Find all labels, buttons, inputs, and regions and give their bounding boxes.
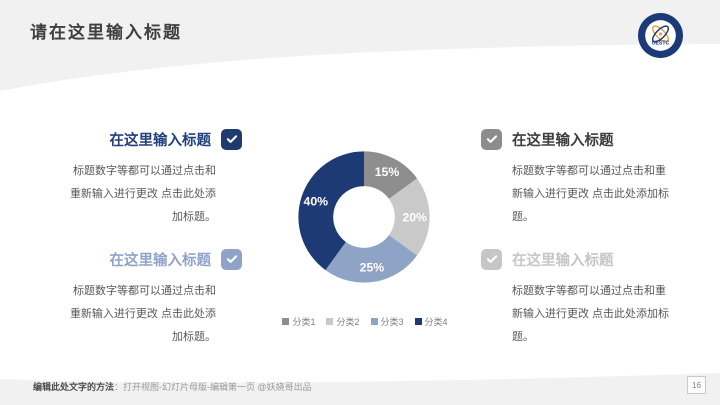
- placeholder-block-bottom-left[interactable]: 在这里输入标题 标题数字等都可以通过点击和重新输入进行更改 点击此处添加标题。: [40, 247, 242, 360]
- footer-note-label: 编辑此处文字的方法: [33, 382, 115, 392]
- chart-legend: 分类1 分类2 分类3 分类4: [266, 315, 464, 328]
- donut-chart[interactable]: 15% 20% 25% 40%: [282, 135, 446, 299]
- block-heading: 在这里输入标题: [109, 132, 212, 149]
- placeholder-block-top-right[interactable]: 在这里输入标题 标题数字等都可以通过点击和重新输入进行更改 点击此处添加标题。: [481, 127, 693, 240]
- block-body: 标题数字等都可以通过点击和重新输入进行更改 点击此处添加标题。: [69, 165, 216, 223]
- checkbox-icon: [221, 128, 242, 150]
- checkbox-icon: [481, 248, 502, 270]
- legend-swatch: [370, 318, 378, 325]
- legend-item[interactable]: 分类2: [326, 315, 360, 328]
- logo-text: UESTC: [652, 41, 670, 47]
- block-heading: 在这里输入标题: [512, 252, 614, 269]
- legend-swatch: [414, 318, 422, 325]
- placeholder-block-top-left[interactable]: 在这里输入标题 标题数字等都可以通过点击和重新输入进行更改 点击此处添加标题。: [40, 127, 242, 240]
- page-number: 16: [687, 376, 706, 394]
- block-body: 标题数字等都可以通过点击和重新输入进行更改 点击此处添加标题。: [512, 285, 670, 343]
- checkbox-icon: [481, 128, 502, 150]
- legend-swatch: [282, 318, 290, 325]
- block-heading: 在这里输入标题: [512, 132, 614, 149]
- legend-item[interactable]: 分类3: [370, 315, 404, 328]
- legend-item[interactable]: 分类4: [414, 315, 448, 328]
- donut-slice[interactable]: [364, 151, 418, 199]
- legend-label: 分类2: [336, 317, 360, 327]
- slice-label: 25%: [360, 260, 385, 274]
- university-logo-icon: UESTC: [638, 13, 683, 58]
- checkbox-icon: [221, 248, 242, 270]
- slice-label: 20%: [402, 210, 427, 224]
- page-title[interactable]: 请在这里输入标题: [30, 23, 182, 42]
- footer-note: 编辑此处文字的方法：打开视图-幻灯片母版-编辑第一页 @妖娆哥出品: [33, 380, 312, 393]
- legend-item[interactable]: 分类1: [282, 315, 315, 328]
- block-body: 标题数字等都可以通过点击和重新输入进行更改 点击此处添加标题。: [69, 285, 216, 343]
- legend-label: 分类3: [380, 317, 404, 327]
- donut-slice[interactable]: [388, 178, 430, 256]
- donut-chart-svg[interactable]: 15% 20% 25% 40%: [282, 135, 446, 299]
- legend-swatch: [326, 318, 334, 325]
- slice-label: 40%: [303, 195, 328, 209]
- placeholder-block-bottom-right[interactable]: 在这里输入标题 标题数字等都可以通过点击和重新输入进行更改 点击此处添加标题。: [481, 247, 693, 360]
- slice-label: 15%: [375, 165, 400, 179]
- donut-slice[interactable]: [298, 151, 364, 271]
- block-heading: 在这里输入标题: [109, 252, 212, 269]
- donut-slice[interactable]: [325, 235, 418, 283]
- legend-label: 分类4: [424, 317, 448, 327]
- block-body: 标题数字等都可以通过点击和重新输入进行更改 点击此处添加标题。: [512, 165, 670, 223]
- footer-note-text: ：打开视图-幻灯片母版-编辑第一页 @妖娆哥出品: [114, 382, 312, 392]
- legend-label: 分类1: [292, 317, 316, 327]
